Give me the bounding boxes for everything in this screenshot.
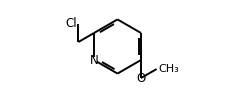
Text: O: O xyxy=(136,72,145,85)
Text: Cl: Cl xyxy=(65,17,77,30)
Text: N: N xyxy=(89,54,98,66)
Text: CH₃: CH₃ xyxy=(157,64,178,74)
